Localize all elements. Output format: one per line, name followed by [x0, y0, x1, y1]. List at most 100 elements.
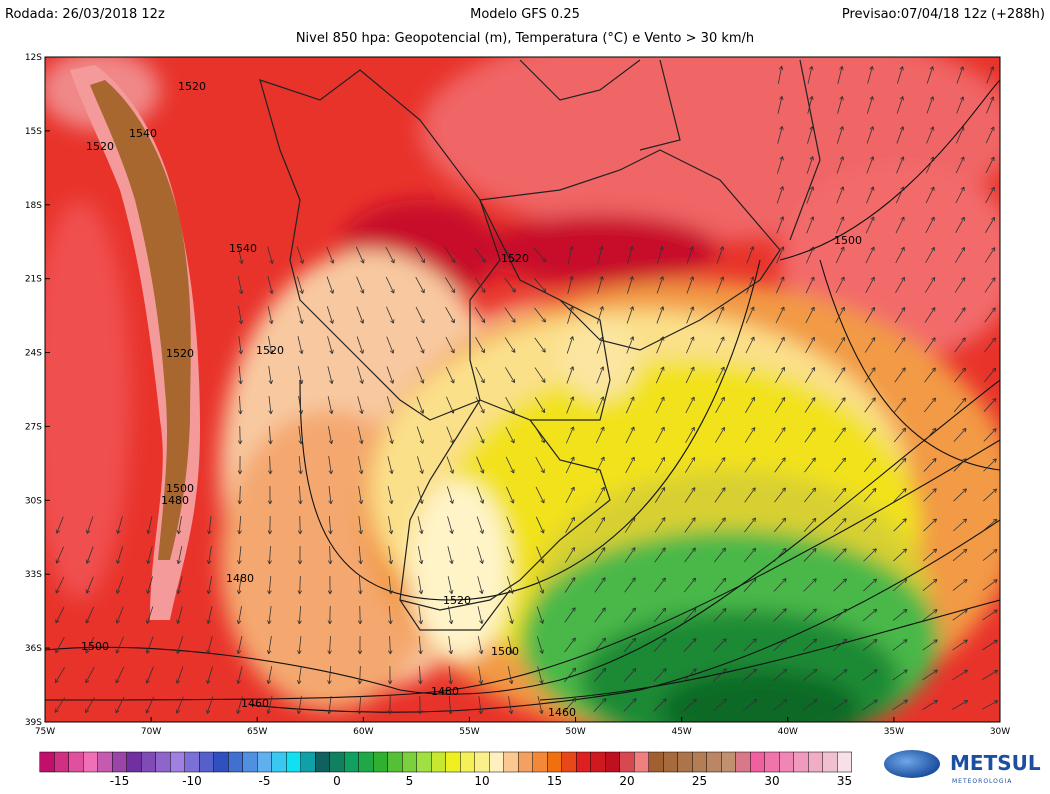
wind-arrow — [506, 576, 514, 594]
lon-label: 70W — [141, 727, 161, 737]
wind-arrow — [327, 635, 332, 655]
wind-arrow — [713, 668, 727, 682]
wind-arrow — [597, 245, 604, 264]
wind-arrow — [894, 397, 906, 413]
contour-label: 1520 — [166, 347, 194, 360]
wind-arrow — [745, 306, 755, 324]
wind-arrow — [418, 636, 423, 655]
wind-arrow — [176, 516, 182, 535]
wind-arrow — [956, 126, 965, 144]
wind-arrow — [565, 456, 575, 474]
colorbar-cell — [170, 751, 185, 773]
wind-arrow — [505, 426, 515, 444]
wind-arrow — [655, 396, 665, 414]
wind-arrow — [297, 515, 303, 535]
wind-arrow — [564, 577, 576, 593]
wind-arrow — [982, 609, 998, 621]
wind-arrow — [834, 397, 846, 413]
wind-arrow — [713, 698, 728, 712]
wind-arrow — [952, 548, 968, 562]
colorbar-cell — [619, 751, 635, 773]
wind-arrow — [626, 366, 635, 384]
wind-arrow — [358, 516, 363, 535]
wind-arrow — [923, 518, 937, 532]
colorbar-cell — [344, 751, 359, 773]
wind-arrow — [417, 516, 424, 535]
wind-arrow — [655, 426, 665, 444]
colorbar-label: 35 — [837, 774, 852, 788]
colorbar-cell — [329, 751, 345, 773]
wind-arrow — [893, 488, 907, 502]
contour-label: 1520 — [178, 80, 206, 93]
wind-arrow — [745, 366, 755, 384]
wind-arrow — [564, 637, 576, 653]
wind-arrow — [594, 607, 606, 623]
wind-arrow — [653, 668, 667, 682]
contour-label: 1520 — [256, 344, 284, 357]
colorbar-label: -15 — [110, 774, 130, 788]
wind-arrow — [448, 636, 454, 655]
wind-arrow — [922, 548, 938, 562]
wind-arrow — [896, 126, 905, 144]
wind-arrow — [476, 456, 485, 474]
colorbar-cell — [97, 751, 113, 773]
wind-arrow — [833, 548, 847, 562]
wind-arrow — [894, 337, 906, 353]
wind-arrow — [714, 547, 727, 563]
wind-arrow — [893, 518, 907, 532]
wind-arrow — [507, 666, 514, 685]
wind-arrow — [982, 549, 998, 561]
wind-arrow — [807, 126, 814, 144]
colorbar-cell — [779, 751, 794, 773]
wind-arrow — [776, 216, 785, 234]
wind-arrow — [594, 547, 606, 563]
wind-arrow — [594, 637, 607, 653]
wind-arrow — [983, 458, 997, 472]
wind-arrow — [206, 606, 213, 625]
colorbar-label: 20 — [619, 774, 634, 788]
colorbar-cell — [315, 751, 330, 773]
wind-arrow — [115, 606, 124, 624]
wind-arrow — [536, 546, 545, 564]
colorbar-cell — [39, 751, 55, 773]
wind-arrow — [866, 96, 874, 114]
lat-label: 15S — [25, 127, 42, 137]
wind-arrow — [742, 698, 758, 712]
wind-arrow — [267, 306, 274, 325]
wind-arrow — [954, 277, 966, 293]
wind-arrow — [835, 276, 845, 294]
wind-arrow — [893, 548, 907, 562]
wind-arrow — [504, 277, 516, 293]
wind-arrow — [865, 246, 875, 264]
wind-arrow — [807, 65, 814, 84]
wind-arrow — [506, 516, 515, 534]
wind-arrow — [983, 367, 997, 383]
wind-arrow — [298, 396, 304, 415]
lon-label: 50W — [565, 727, 585, 737]
lat-label: 27S — [25, 422, 42, 432]
wind-arrow — [85, 666, 95, 684]
wind-arrow — [626, 336, 635, 354]
wind-arrow — [715, 396, 725, 414]
wind-arrow — [923, 488, 937, 502]
wind-arrow — [297, 575, 303, 595]
wind-arrow — [595, 426, 605, 444]
wind-arrow — [475, 337, 485, 354]
wind-arrow — [357, 665, 363, 685]
wind-arrow — [297, 336, 304, 355]
wind-arrow — [563, 697, 577, 713]
wind-arrow — [266, 696, 273, 715]
wind-arrow — [326, 306, 334, 324]
wind-arrow — [716, 276, 725, 294]
wind-arrow — [357, 635, 363, 655]
wind-arrow — [862, 608, 878, 622]
colorbar-label: 25 — [692, 774, 707, 788]
wind-arrow — [55, 546, 64, 564]
wind-arrow — [477, 546, 484, 564]
wind-arrow — [446, 396, 455, 414]
wind-arrow — [563, 667, 577, 683]
wind-arrow — [415, 336, 425, 354]
lat-label: 33S — [25, 570, 42, 580]
wind-arrow — [175, 696, 184, 714]
wind-arrow — [145, 696, 155, 714]
